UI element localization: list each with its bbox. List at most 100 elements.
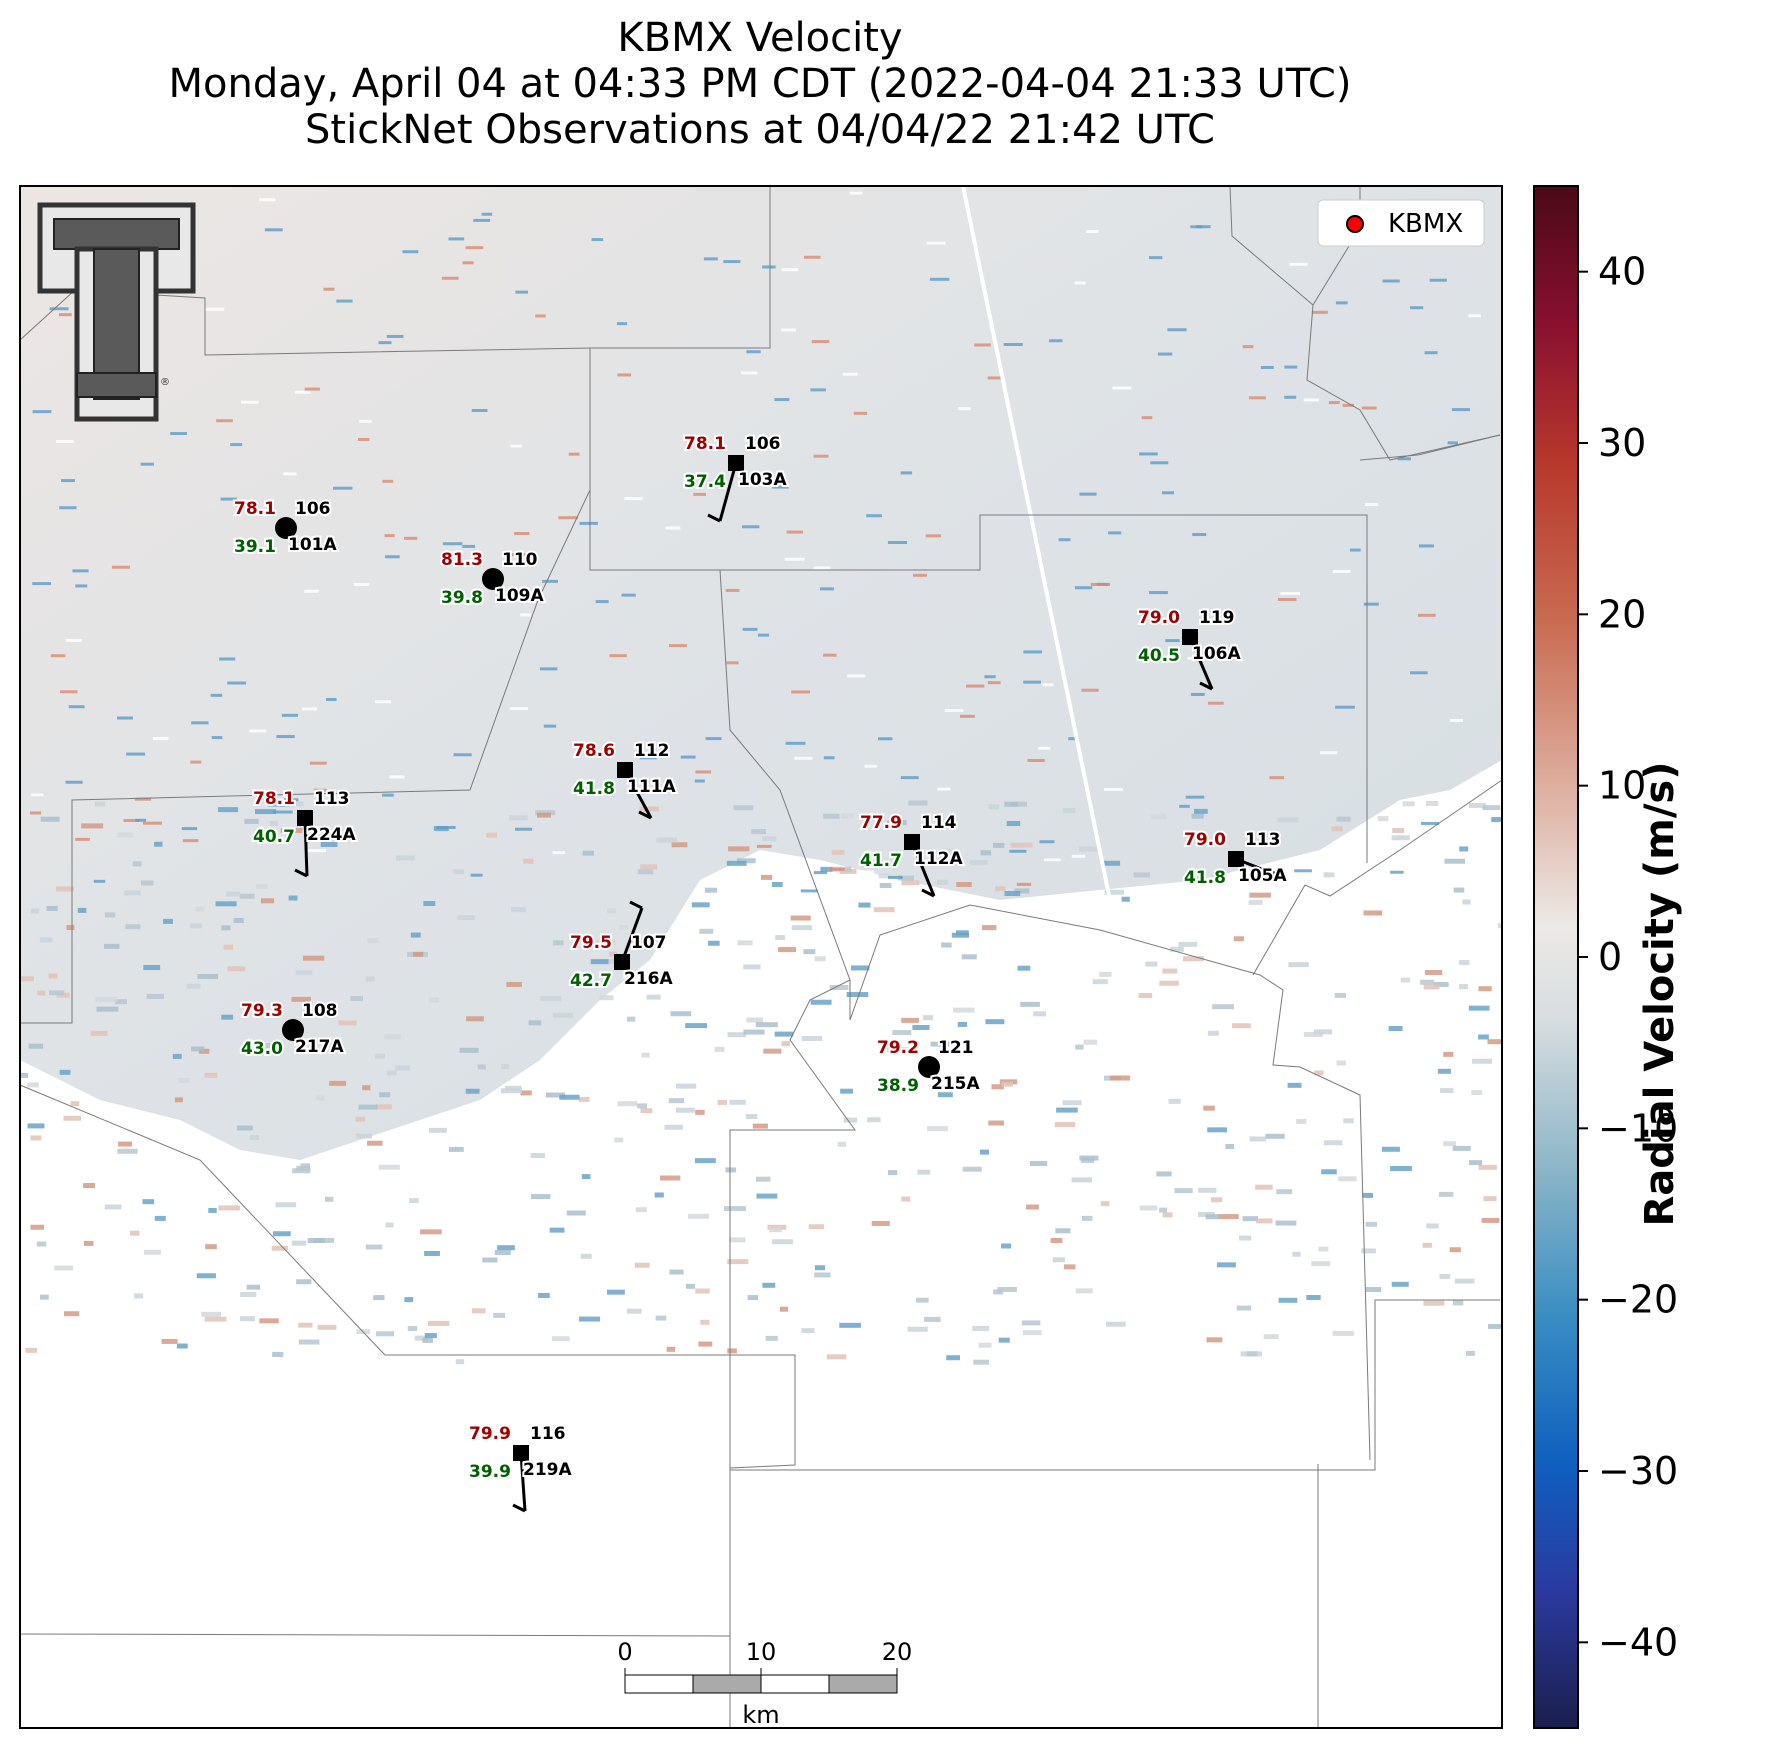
colorbar-tick-label: −40	[1598, 1620, 1678, 1664]
county-boundaries	[19, 185, 1503, 1728]
station-wind-direction: 121	[938, 1038, 974, 1058]
station-id: 109A	[495, 586, 544, 606]
station-id: 106A	[1192, 644, 1241, 664]
wind-barb-flag	[512, 1503, 526, 1513]
station-wind-direction: 119	[1199, 608, 1235, 628]
station-wind-direction: 116	[530, 1424, 566, 1444]
station-square-marker	[617, 762, 633, 778]
station-square-marker	[904, 834, 920, 850]
station-id: 217A	[295, 1037, 344, 1057]
map-frame	[19, 185, 1503, 1729]
station-id: 105A	[1238, 866, 1287, 886]
sticknet-stations: 78.1 106 39.1 101A 81.3 110 39.8 109A 78.1 106 37.…	[232, 432, 1289, 1513]
wind-barb-flag	[921, 888, 935, 898]
wind-barb	[519, 1452, 527, 1512]
station-219A: 79.9 116 39.9 219A	[467, 1422, 574, 1513]
wind-barb-flag	[638, 810, 652, 820]
wind-barb	[910, 841, 936, 897]
wind-barb	[303, 817, 309, 877]
station-temperature: 78.1	[234, 499, 276, 519]
station-217A: 79.3 108 43.0 217A	[239, 999, 346, 1061]
station-temperature: 81.3	[441, 550, 483, 570]
station-wind-direction: 106	[295, 499, 331, 519]
wind-barb-flag	[1199, 681, 1213, 691]
station-224A: 78.1 113 40.7 224A	[251, 787, 358, 878]
station-wind-speed: 43.0	[241, 1039, 283, 1059]
station-temperature: 79.3	[241, 1001, 283, 1021]
station-circle-marker	[282, 1019, 304, 1041]
registered-mark: ®	[160, 377, 170, 388]
station-105A: 79.0 113 41.8 105A	[1182, 828, 1289, 890]
colorbar-tick-label: −30	[1598, 1449, 1678, 1493]
colorbar-tick-label: −20	[1598, 1278, 1678, 1322]
legend: KBMX	[1317, 199, 1485, 247]
station-wind-direction: 108	[302, 1001, 338, 1021]
station-temperature: 79.2	[877, 1038, 919, 1058]
wind-barb-flag	[629, 900, 643, 910]
scale-bar: 0 10 20 km	[617, 1638, 912, 1729]
station-square-marker	[1182, 629, 1198, 645]
station-wind-speed: 39.8	[441, 588, 483, 608]
map-title: KBMX Velocity	[617, 15, 903, 61]
station-216A: 79.5 107 42.7 216A	[568, 900, 675, 993]
station-109A: 81.3 110 39.8 109A	[439, 548, 546, 610]
station-wind-speed: 38.9	[877, 1076, 919, 1096]
scale-tick-20: 20	[882, 1638, 913, 1666]
colorbar-label: Radial Velocity (m/s)	[1637, 761, 1683, 1227]
station-111A: 78.6 112 41.8 111A	[571, 739, 678, 820]
station-wind-direction: 114	[921, 813, 957, 833]
colorbar-tick-label: −10	[1598, 1106, 1678, 1150]
station-id: 103A	[738, 470, 787, 490]
colorbar-tick-label: 40	[1598, 250, 1646, 294]
scale-tick-0: 0	[617, 1638, 632, 1666]
scale-unit: km	[742, 1701, 779, 1729]
station-id: 224A	[307, 825, 356, 845]
station-circle-marker	[482, 568, 504, 590]
station-id: 215A	[931, 1074, 980, 1094]
wind-barb-flag	[294, 868, 308, 878]
station-wind-speed: 42.7	[570, 971, 612, 991]
radar-speckles	[20, 191, 1502, 1365]
station-id: 112A	[914, 849, 963, 869]
legend-marker-icon	[1346, 215, 1364, 233]
wind-barb	[718, 462, 738, 522]
station-temperature: 79.0	[1184, 830, 1226, 850]
colorbar: 40 30 20 10 0 −10 −20 −30 −40	[1533, 185, 1678, 1729]
station-id: 216A	[624, 969, 673, 989]
radar-echo-layer	[20, 186, 1502, 1365]
station-square-marker	[297, 810, 313, 826]
wind-barb-flag	[707, 513, 721, 523]
station-wind-speed: 41.8	[573, 779, 615, 799]
scale-tick-10: 10	[746, 1638, 777, 1666]
colorbar-tick-label: 30	[1598, 421, 1646, 465]
station-wind-direction: 113	[314, 789, 350, 809]
station-temperature: 78.1	[253, 789, 295, 809]
station-wind-speed: 40.7	[253, 827, 295, 847]
station-wind-speed: 39.1	[234, 537, 276, 557]
texas-tech-double-t-logo: ®	[37, 202, 196, 422]
station-wind-speed: 39.9	[469, 1462, 511, 1482]
station-temperature: 79.0	[1138, 608, 1180, 628]
station-temperature: 77.9	[860, 813, 902, 833]
station-103A: 78.1 106 37.4 103A	[682, 432, 789, 523]
station-temperature: 79.9	[469, 1424, 511, 1444]
station-106A: 79.0 119 40.5 106A	[1136, 606, 1243, 691]
station-temperature: 79.5	[570, 933, 612, 953]
wind-barb	[1188, 636, 1214, 690]
station-square-marker	[513, 1445, 529, 1461]
map-subtitle-time: Monday, April 04 at 04:33 PM CDT (2022-0…	[168, 61, 1352, 107]
station-wind-speed: 37.4	[684, 472, 726, 492]
station-wind-direction: 107	[631, 933, 667, 953]
wind-barb	[620, 907, 644, 963]
colorbar-tick-label: 20	[1598, 592, 1646, 636]
station-wind-direction: 113	[1245, 830, 1281, 850]
station-circle-marker	[918, 1056, 940, 1078]
legend-label: KBMX	[1388, 209, 1463, 239]
station-wind-speed: 40.5	[1138, 646, 1180, 666]
station-wind-direction: 112	[634, 741, 670, 761]
station-wind-direction: 110	[502, 550, 538, 570]
station-101A: 78.1 106 39.1 101A	[232, 497, 339, 559]
station-id: 101A	[288, 535, 337, 555]
wind-barb-flag	[1269, 869, 1283, 879]
